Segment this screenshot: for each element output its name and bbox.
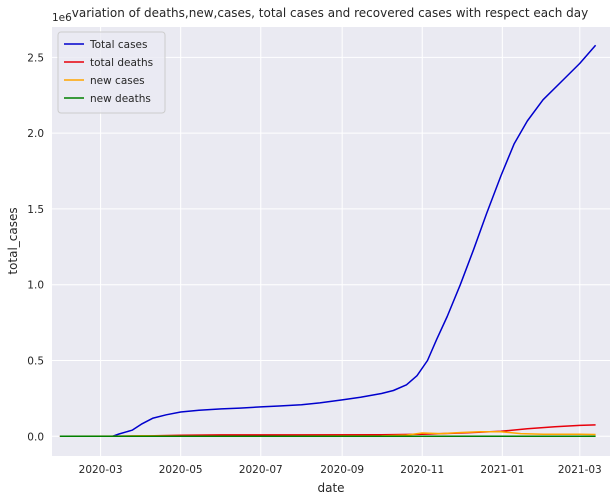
- series-lines: [59, 44, 597, 438]
- y-offset-text: 1e6: [52, 12, 72, 24]
- legend: Total cases total deaths new cases new deat…: [57, 31, 166, 114]
- x-tick-label: 2021-01: [480, 464, 524, 476]
- series-line-total-cases: [59, 44, 597, 438]
- legend-label: total deaths: [90, 57, 153, 69]
- x-tick-label: 2020-11: [400, 464, 444, 476]
- legend-label: new deaths: [90, 93, 151, 105]
- legend-box: [57, 31, 166, 114]
- x-tick-label: 2021-03: [558, 464, 602, 476]
- x-axis-label: date: [317, 481, 344, 495]
- x-tick-labels: 2020-03 2020-05 2020-07 2020-09 2020-11 2021-…: [79, 464, 602, 476]
- y-tick-label: 2.5: [27, 52, 44, 64]
- chart-title: variation of deaths,new,cases, total cas…: [72, 6, 589, 20]
- x-tick-label: 2020-09: [320, 464, 364, 476]
- legend-label: Total cases: [89, 39, 147, 51]
- x-tick-label: 2020-07: [239, 464, 283, 476]
- x-tick-label: 2020-05: [159, 464, 203, 476]
- y-tick-labels: 0.0 0.5 1.0 1.5 2.0 2.5: [27, 52, 44, 443]
- y-axis-label: total_cases: [6, 207, 20, 274]
- legend-label: new cases: [90, 75, 145, 87]
- y-tick-label: 2.0: [27, 128, 44, 140]
- y-tick-label: 0.0: [27, 431, 44, 443]
- x-tick-label: 2020-03: [79, 464, 123, 476]
- y-tick-label: 0.5: [27, 355, 44, 367]
- y-tick-label: 1.5: [27, 204, 44, 216]
- y-tick-label: 1.0: [27, 280, 44, 292]
